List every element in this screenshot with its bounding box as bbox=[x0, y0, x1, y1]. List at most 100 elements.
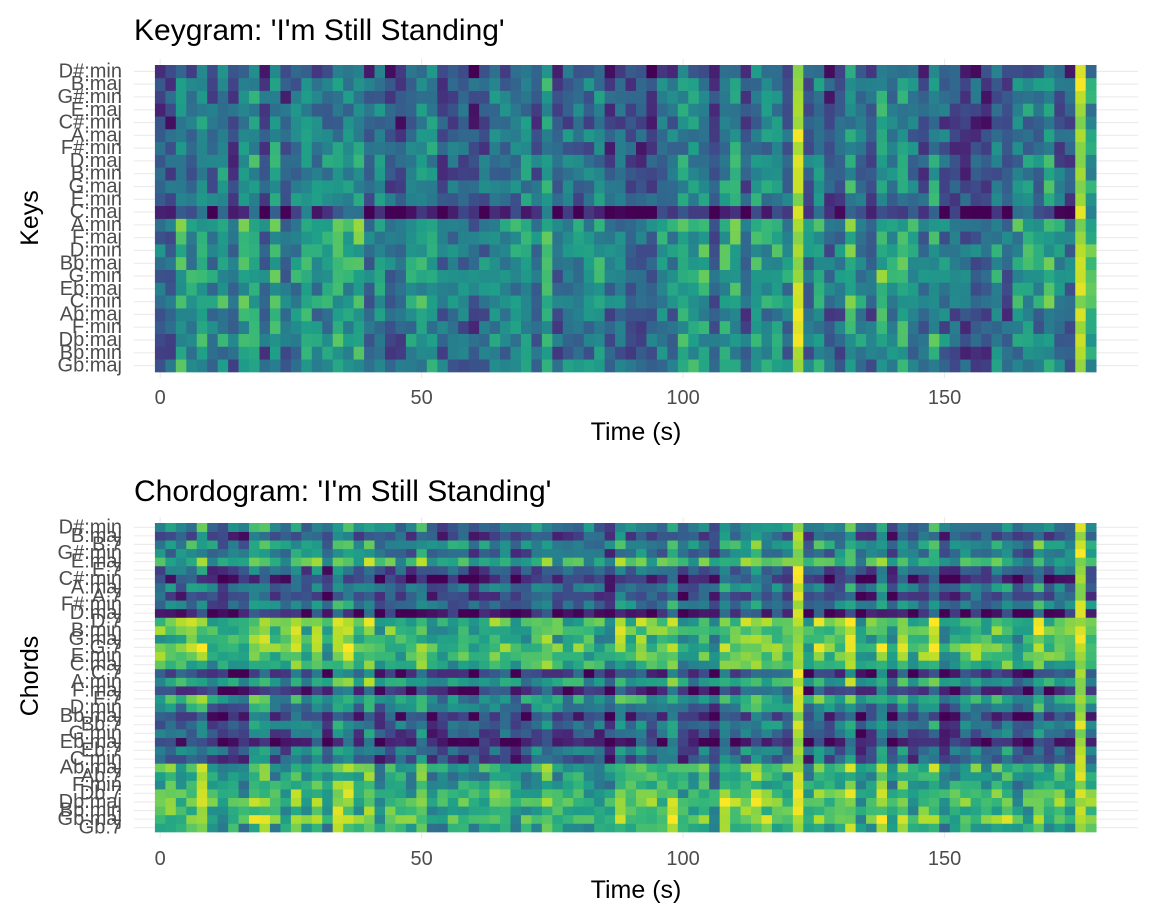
heatmap-cell bbox=[583, 600, 595, 610]
heatmap-cell bbox=[646, 90, 658, 104]
heatmap-cell bbox=[343, 346, 354, 360]
heatmap-cell bbox=[175, 540, 187, 550]
heatmap-cell bbox=[939, 295, 951, 309]
heatmap-cell bbox=[918, 763, 930, 773]
heatmap-cell bbox=[196, 77, 208, 91]
heatmap-cell bbox=[311, 557, 323, 567]
heatmap-cell bbox=[249, 737, 260, 747]
heatmap-cell bbox=[960, 192, 972, 207]
heatmap-cell bbox=[269, 694, 281, 704]
heatmap-cell bbox=[196, 333, 208, 347]
heatmap-cell bbox=[479, 720, 490, 730]
heatmap-cell bbox=[1022, 269, 1034, 283]
heatmap-cell bbox=[824, 103, 836, 117]
heatmap-cell bbox=[343, 806, 354, 816]
heatmap-cell bbox=[740, 531, 752, 541]
heatmap-cell bbox=[510, 65, 522, 79]
heatmap-cell bbox=[426, 103, 438, 117]
heatmap-cell bbox=[311, 192, 323, 207]
heatmap-cell bbox=[646, 333, 658, 347]
heatmap-cell bbox=[259, 192, 271, 207]
heatmap-cell bbox=[625, 128, 637, 143]
heatmap-cell bbox=[897, 643, 909, 653]
heatmap-cell bbox=[207, 823, 219, 833]
heatmap-cell bbox=[175, 256, 187, 271]
heatmap-cell bbox=[698, 359, 710, 373]
y-tick-label: Db:maj bbox=[59, 329, 122, 351]
heatmap-cell bbox=[688, 77, 700, 91]
heatmap-cell bbox=[447, 634, 459, 644]
heatmap-cell bbox=[887, 660, 898, 670]
heatmap-cell bbox=[405, 771, 417, 781]
heatmap-cell bbox=[604, 634, 616, 644]
heatmap-cell bbox=[855, 626, 867, 635]
heatmap-cell bbox=[562, 600, 574, 610]
heatmap-cell bbox=[907, 626, 919, 635]
heatmap-cell bbox=[824, 346, 836, 360]
heatmap-cell bbox=[949, 231, 961, 245]
heatmap-cell bbox=[771, 591, 783, 601]
heatmap-cell bbox=[918, 231, 930, 245]
heatmap-cell bbox=[625, 565, 637, 575]
heatmap-cell bbox=[249, 540, 260, 550]
heatmap-cell bbox=[803, 269, 815, 283]
heatmap-cell bbox=[573, 359, 585, 373]
heatmap-cell bbox=[249, 643, 260, 653]
heatmap-cell bbox=[207, 771, 219, 781]
heatmap-cell bbox=[531, 218, 543, 232]
heatmap-cell bbox=[918, 359, 930, 373]
heatmap-cell bbox=[531, 574, 543, 584]
heatmap-cell bbox=[562, 154, 574, 168]
heatmap-cell bbox=[782, 591, 794, 601]
heatmap-cell bbox=[834, 771, 846, 781]
heatmap-cell bbox=[771, 694, 783, 704]
heatmap-cell bbox=[301, 548, 313, 558]
heatmap-cell bbox=[887, 780, 898, 790]
heatmap-cell bbox=[217, 565, 229, 575]
heatmap-cell bbox=[311, 154, 323, 168]
heatmap-cell bbox=[186, 180, 198, 194]
heatmap-cell bbox=[479, 643, 490, 653]
heatmap-cell bbox=[322, 771, 334, 781]
heatmap-cell bbox=[1064, 128, 1076, 143]
heatmap-cell bbox=[290, 720, 302, 730]
heatmap-cell bbox=[165, 557, 177, 567]
heatmap-cell bbox=[311, 823, 323, 833]
heatmap-cell bbox=[991, 167, 1003, 181]
heatmap-cell bbox=[290, 591, 302, 601]
heatmap-cell bbox=[332, 720, 344, 730]
heatmap-cell bbox=[405, 333, 417, 347]
heatmap-cell bbox=[259, 617, 271, 627]
heatmap-cell bbox=[792, 806, 804, 816]
heatmap-cell bbox=[562, 686, 574, 696]
heatmap-cell bbox=[876, 103, 888, 117]
heatmap-cell bbox=[364, 282, 375, 296]
heatmap-cell bbox=[855, 737, 867, 747]
heatmap-cell bbox=[468, 643, 480, 653]
heatmap-cell bbox=[426, 763, 438, 773]
heatmap-cell bbox=[479, 295, 490, 309]
heatmap-cell bbox=[709, 720, 721, 730]
heatmap-cell bbox=[1064, 346, 1076, 360]
heatmap-cell bbox=[175, 531, 187, 541]
heatmap-cell bbox=[1033, 295, 1045, 309]
heatmap-cell bbox=[489, 565, 501, 575]
heatmap-cell bbox=[761, 737, 773, 747]
heatmap-cell bbox=[970, 359, 982, 373]
heatmap-cell bbox=[353, 754, 365, 764]
heatmap-cell bbox=[834, 557, 846, 567]
heatmap-cell bbox=[939, 823, 951, 833]
heatmap-cell bbox=[175, 557, 187, 567]
heatmap-cell bbox=[771, 729, 783, 738]
heatmap-cell bbox=[845, 583, 856, 593]
heatmap-cell bbox=[730, 154, 741, 168]
heatmap-cell bbox=[468, 523, 480, 532]
heatmap-cell bbox=[207, 154, 219, 168]
heatmap-cell bbox=[709, 192, 721, 207]
heatmap-cell bbox=[646, 711, 658, 721]
heatmap-cell bbox=[1064, 65, 1076, 79]
heatmap-cell bbox=[249, 192, 260, 207]
heatmap-cell bbox=[311, 677, 323, 687]
heatmap-cell bbox=[573, 565, 585, 575]
heatmap-cell bbox=[447, 686, 459, 696]
